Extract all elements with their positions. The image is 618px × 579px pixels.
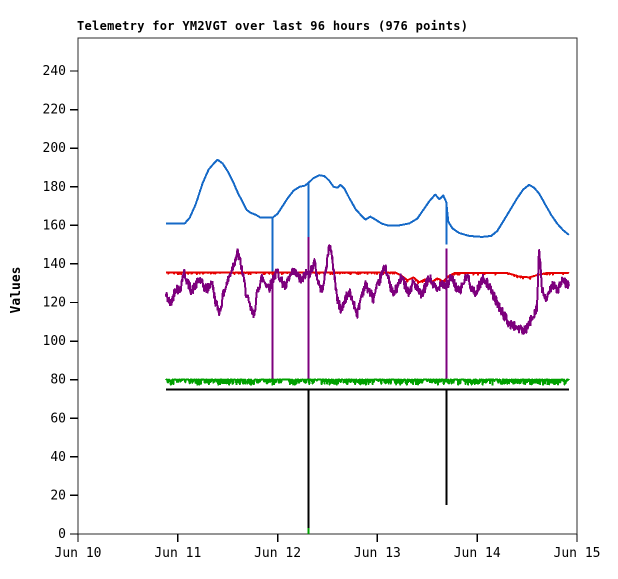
y-tick-label: 80 xyxy=(50,373,66,388)
x-tick-label: Jun 13 xyxy=(354,546,401,561)
y-tick-label: 40 xyxy=(50,450,66,465)
x-tick-label: Jun 12 xyxy=(254,546,301,561)
series-purple-line xyxy=(164,244,570,335)
y-tick-label: 0 xyxy=(58,527,66,542)
x-tick-label: Jun 10 xyxy=(55,546,102,561)
y-tick-label: 140 xyxy=(43,257,66,272)
x-tick-label: Jun 11 xyxy=(154,546,201,561)
y-tick-label: 220 xyxy=(43,103,66,118)
y-tick-label: 120 xyxy=(43,296,66,311)
y-tick-label: 180 xyxy=(43,180,66,195)
y-tick-label: 160 xyxy=(43,218,66,233)
plot-border xyxy=(77,37,578,535)
y-tick-label: 100 xyxy=(43,334,66,349)
y-tick-label: 200 xyxy=(43,141,66,156)
y-tick-label: 240 xyxy=(43,64,66,79)
chart-title: Telemetry for YM2VGT over last 96 hours … xyxy=(77,19,469,33)
x-tick-label: Jun 14 xyxy=(454,546,501,561)
x-tick-label: Jun 15 xyxy=(554,546,601,561)
series-red-line xyxy=(165,271,570,285)
series-green-line xyxy=(165,378,570,386)
y-tick-label: 20 xyxy=(50,488,66,503)
series-blue-line xyxy=(165,158,570,238)
y-tick-label: 60 xyxy=(50,411,66,426)
